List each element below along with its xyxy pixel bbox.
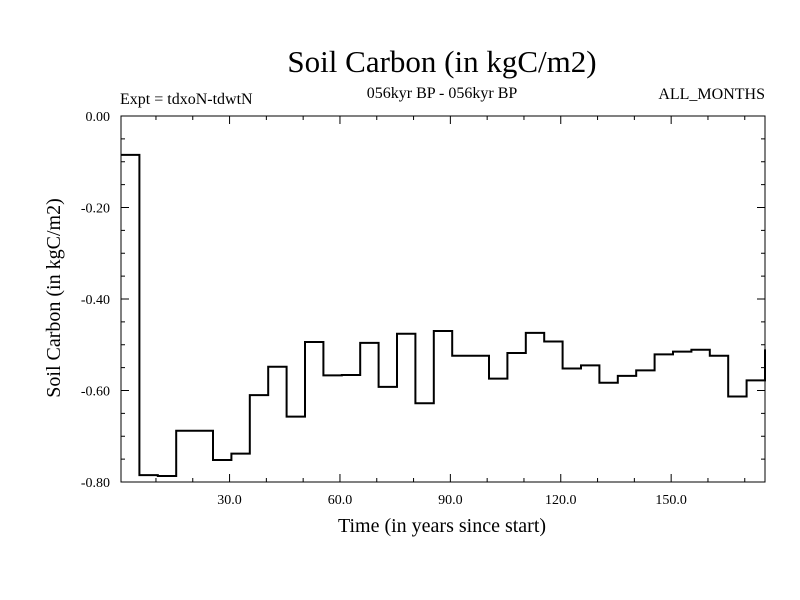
period-label: 056kyr BP - 056kyr BP <box>367 85 518 102</box>
x-tick-label: 150.0 <box>655 493 687 508</box>
y-axis-title: Soil Carbon (in kgC/m2) <box>43 198 65 397</box>
y-tick-label: -0.80 <box>81 476 110 491</box>
chart-title: Soil Carbon (in kgC/m2) <box>287 44 596 79</box>
months-label: ALL_MONTHS <box>658 86 765 103</box>
x-axis-title: Time (in years since start) <box>338 515 546 537</box>
y-tick-label: -0.40 <box>81 293 110 308</box>
x-tick-label: 30.0 <box>217 493 242 508</box>
x-tick-label: 60.0 <box>328 493 353 508</box>
plot-frame <box>120 115 766 483</box>
y-tick-label: 0.00 <box>86 110 111 125</box>
y-tick-label: -0.60 <box>81 385 110 400</box>
experiment-label: Expt = tdxoN-tdwtN <box>120 91 253 108</box>
y-tick-label: -0.20 <box>81 202 110 217</box>
soil-carbon-series-line <box>121 153 766 478</box>
x-tick-label: 120.0 <box>545 493 577 508</box>
x-tick-label: 90.0 <box>438 493 463 508</box>
